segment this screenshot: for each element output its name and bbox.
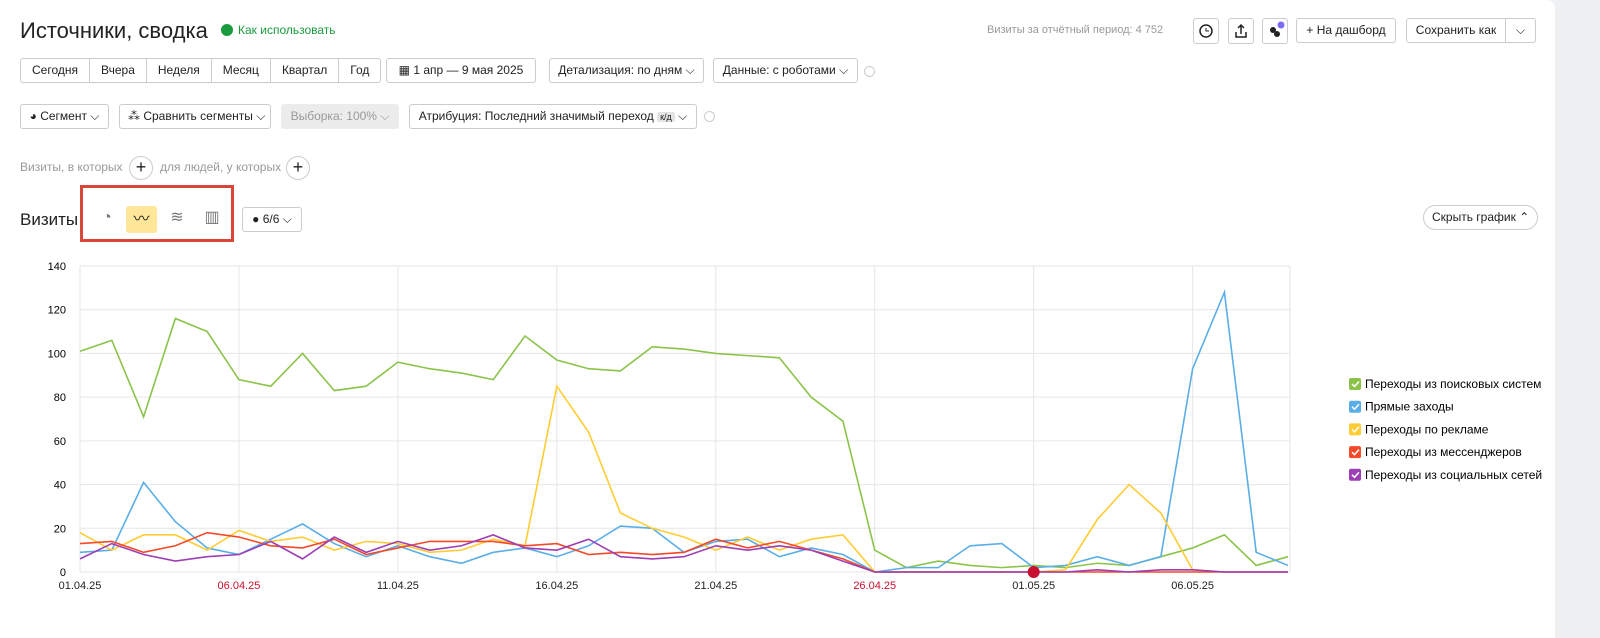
badge: к/д bbox=[657, 112, 675, 122]
legend-label: Переходы из мессенджеров bbox=[1365, 445, 1522, 459]
info-icon bbox=[864, 66, 875, 77]
icon bbox=[1235, 23, 1247, 38]
x-tick-label: 11.04.25 bbox=[377, 580, 419, 592]
x-tick-label: 16.04.25 bbox=[535, 580, 578, 592]
highlight-box bbox=[80, 185, 234, 242]
period-button[interactable]: Вчера bbox=[89, 59, 146, 82]
series-line bbox=[79, 289, 1289, 573]
help-link[interactable]: Как использовать bbox=[238, 23, 336, 37]
legend-label: Прямые заходы bbox=[1365, 400, 1454, 414]
hide-chart-button[interactable]: Скрыть график ⌃ bbox=[1423, 205, 1538, 230]
period-button[interactable]: Сегодня bbox=[32, 63, 78, 77]
series-line bbox=[79, 317, 1289, 569]
legend-check bbox=[1351, 403, 1360, 411]
legend-check bbox=[1351, 426, 1360, 433]
y-tick-label: 100 bbox=[48, 348, 66, 360]
y-tick-label: 60 bbox=[54, 436, 66, 448]
legend-checkbox bbox=[1349, 400, 1361, 413]
series-line bbox=[79, 384, 1288, 573]
comments-button[interactable]: ● 6/6 ⌵ bbox=[242, 207, 302, 232]
period-button[interactable]: Квартал bbox=[269, 59, 338, 82]
button-label: Детализация: по дням bbox=[558, 63, 683, 77]
legend-label: Переходы из поисковых систем bbox=[1365, 377, 1541, 391]
data-mode-button[interactable]: Данные: с роботами ⌵ bbox=[713, 58, 858, 83]
y-tick-label: 0 bbox=[60, 567, 66, 579]
segment-button[interactable]: ◕ Сегмент ⌵ bbox=[20, 104, 109, 129]
legend-checkbox bbox=[1349, 446, 1361, 459]
x-tick-label: 26.04.25 bbox=[853, 580, 896, 592]
button-label: 1 апр — 9 мая 2025 bbox=[413, 63, 524, 77]
y-tick-label: 20 bbox=[54, 523, 66, 535]
attribution-button[interactable]: Атрибуция: Последний значимый переход к/… bbox=[409, 104, 697, 129]
report-card: Источники, сводка Как использовать Визит… bbox=[0, 0, 1555, 638]
button-label: Выборка: 100% bbox=[290, 109, 377, 123]
button-label: Скрыть график bbox=[1432, 210, 1516, 224]
holiday-marker bbox=[1027, 566, 1040, 578]
x-tick-label: 01.05.25 bbox=[1012, 580, 1055, 592]
section-title: Визиты bbox=[20, 210, 79, 229]
filter-label: для людей, у которых bbox=[160, 160, 282, 174]
line-type-button[interactable]: 〰 bbox=[126, 206, 157, 233]
period-button[interactable]: Месяц bbox=[210, 59, 270, 82]
icon bbox=[1270, 21, 1285, 37]
detail-button[interactable]: Детализация: по дням ⌵ bbox=[549, 58, 704, 83]
x-tick-label: 21.04.25 bbox=[694, 580, 737, 592]
page-title: Источники, сводка bbox=[20, 18, 208, 43]
button-label: Данные: с роботами bbox=[722, 63, 836, 77]
y-tick-label: 80 bbox=[54, 392, 66, 404]
filter-label: Визиты, в которых bbox=[20, 160, 123, 174]
button-label: Сравнить сегменты bbox=[143, 109, 253, 123]
button-label: Сегмент bbox=[40, 109, 87, 123]
period-group: Сегодня Вчера Неделя Месяц Квартал Год bbox=[20, 58, 382, 83]
period-button[interactable]: Неделя bbox=[145, 59, 211, 82]
y-tick-label: 140 bbox=[48, 261, 66, 273]
export-button[interactable] bbox=[1228, 18, 1254, 44]
compare-button[interactable]: ⁂ Сравнить сегменты ⌵ bbox=[119, 104, 271, 129]
legend-check bbox=[1351, 380, 1360, 388]
legend-label: Переходы по рекламе bbox=[1365, 422, 1489, 436]
legend-check bbox=[1351, 471, 1360, 479]
series-line bbox=[79, 533, 1288, 573]
x-tick-label: 06.04.25 bbox=[218, 580, 261, 592]
chart: 0 20 40 60 80 100 120 140 01.04.25 06.04.25 11.04.… bbox=[48, 261, 1542, 592]
icon bbox=[1199, 24, 1213, 38]
button-label: Атрибуция: Последний значимый переход bbox=[418, 109, 654, 123]
sample-button[interactable]: Выборка: 100% ⌵ bbox=[281, 104, 399, 129]
x-tick-label: 06.05.25 bbox=[1171, 580, 1214, 592]
save-as-button[interactable]: Сохранить как bbox=[1406, 18, 1506, 43]
legend-checkbox bbox=[1349, 378, 1361, 390]
area-type-button[interactable]: ≋ bbox=[170, 209, 184, 226]
legend-checkbox bbox=[1349, 468, 1361, 481]
info-icon bbox=[704, 111, 715, 122]
period-button[interactable]: Год bbox=[338, 59, 380, 82]
y-tick-label: 120 bbox=[48, 305, 66, 317]
add-filter[interactable]: + bbox=[129, 156, 153, 180]
pie-type-button[interactable]: ◔ bbox=[102, 209, 112, 226]
legend-label: Переходы из социальных сетей bbox=[1365, 468, 1542, 482]
legend-check bbox=[1351, 449, 1360, 456]
assistant-button[interactable] bbox=[1262, 18, 1288, 44]
add-filter[interactable]: + bbox=[286, 156, 310, 180]
button-label: На дашборд bbox=[1316, 23, 1386, 37]
help-icon bbox=[221, 24, 233, 36]
dashboard-button[interactable]: + На дашборд bbox=[1296, 18, 1396, 43]
y-tick-label: 40 bbox=[54, 480, 66, 492]
save-dropdown[interactable]: ⌵ bbox=[1505, 18, 1536, 43]
bar-type-button[interactable]: ▥ bbox=[204, 209, 220, 226]
x-tick-label: 01.04.25 bbox=[59, 580, 102, 592]
button-label: 6/6 bbox=[262, 212, 280, 226]
history-button[interactable] bbox=[1193, 18, 1219, 44]
visits-summary: Визиты за отчётный период: 4 752 bbox=[987, 24, 1164, 36]
date-range-button[interactable]: ▦ 1 апр — 9 мая 2025 bbox=[386, 58, 536, 83]
legend-checkbox bbox=[1349, 423, 1361, 436]
